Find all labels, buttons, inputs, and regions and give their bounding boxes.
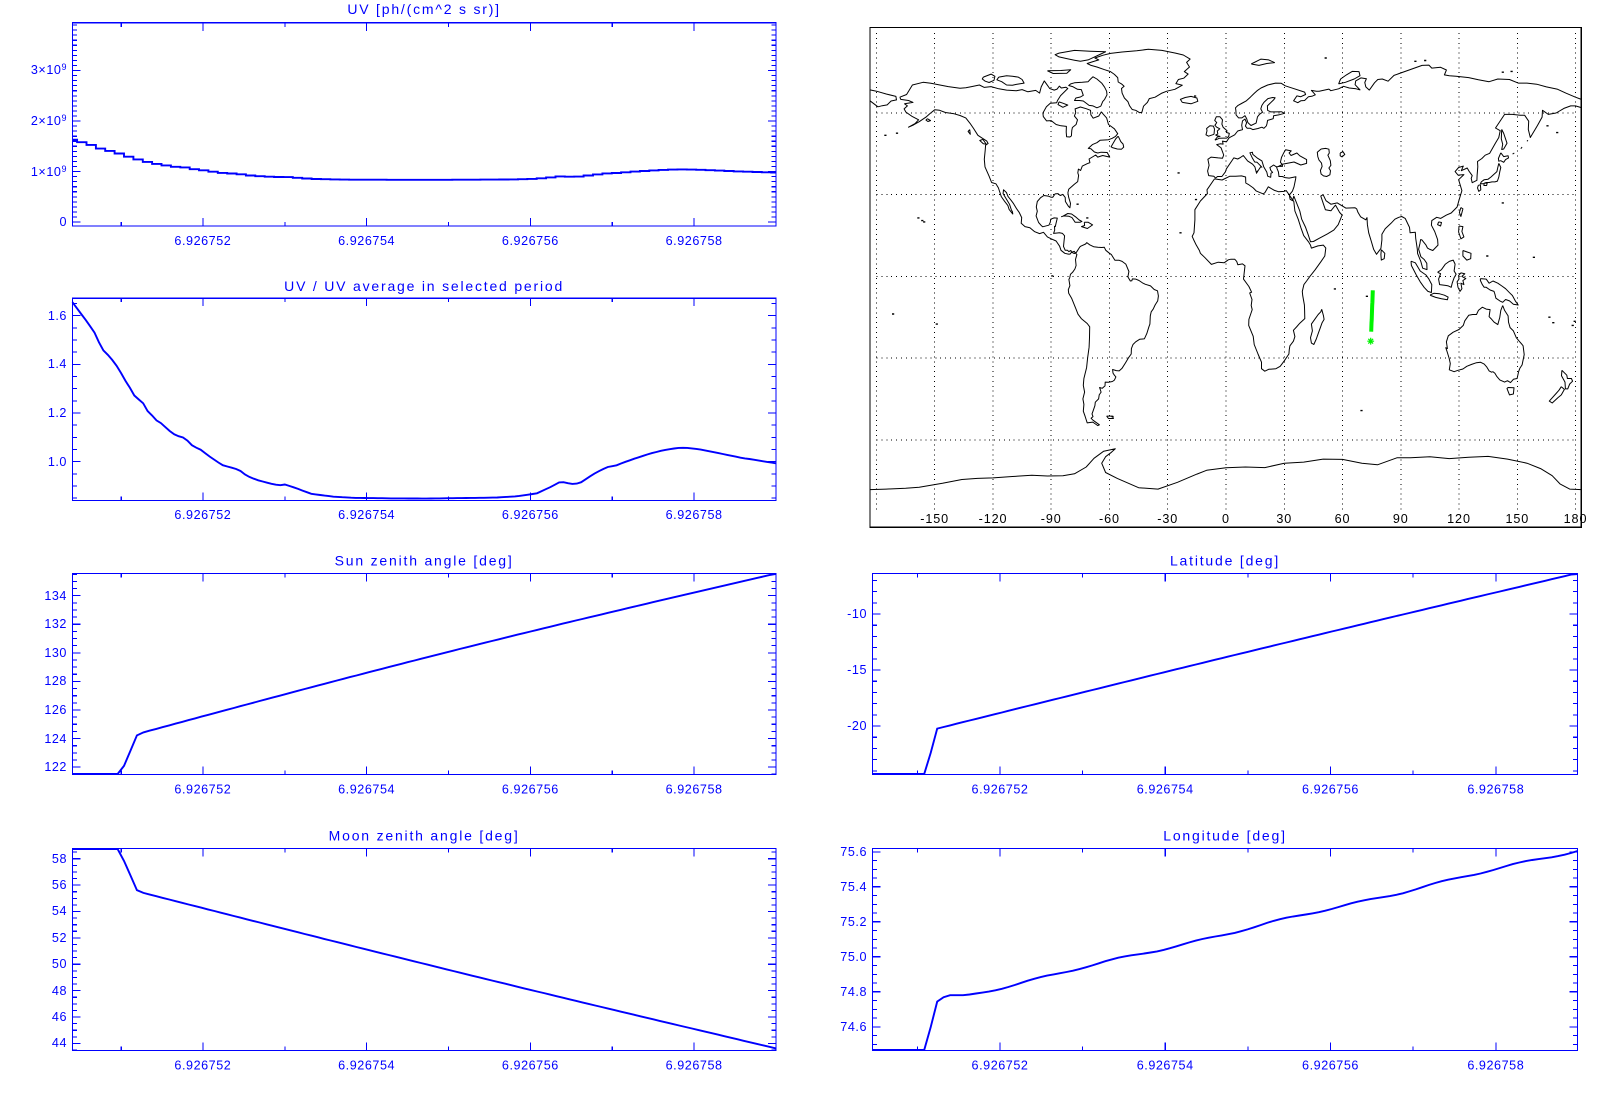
svg-text:-120: -120 [979, 512, 1008, 526]
svg-text:0: 0 [1222, 512, 1230, 526]
svg-text:56: 56 [52, 878, 67, 892]
svg-text:180: 180 [1564, 512, 1588, 526]
svg-text:6.926754: 6.926754 [338, 234, 395, 248]
svg-text:2×109: 2×109 [31, 113, 67, 128]
svg-text:48: 48 [52, 984, 67, 998]
svg-text:124: 124 [44, 732, 67, 746]
svg-text:6.926754: 6.926754 [338, 508, 395, 522]
svg-text:6.926758: 6.926758 [666, 508, 723, 522]
svg-text:6.926758: 6.926758 [1467, 782, 1524, 796]
svg-text:-20: -20 [847, 719, 867, 733]
svg-text:74.6: 74.6 [840, 1020, 867, 1034]
svg-text:6.926752: 6.926752 [174, 234, 231, 248]
svg-text:-90: -90 [1041, 512, 1062, 526]
svg-text:6.926756: 6.926756 [502, 234, 559, 248]
svg-text:UV [ph/(cm^2 s sr)]: UV [ph/(cm^2 s sr)] [347, 1, 501, 17]
svg-text:3×109: 3×109 [31, 62, 67, 77]
svg-text:6.926756: 6.926756 [502, 1058, 559, 1072]
svg-text:75.4: 75.4 [840, 880, 867, 894]
svg-text:6.926758: 6.926758 [666, 1058, 723, 1072]
svg-text:0: 0 [59, 215, 67, 229]
svg-text:6.926752: 6.926752 [972, 1058, 1029, 1072]
svg-text:6.926758: 6.926758 [1467, 1058, 1524, 1072]
svg-text:1.6: 1.6 [48, 309, 67, 323]
svg-text:6.926752: 6.926752 [174, 508, 231, 522]
svg-text:Latitude [deg]: Latitude [deg] [1170, 553, 1280, 569]
svg-text:90: 90 [1393, 512, 1409, 526]
svg-text:126: 126 [44, 703, 67, 717]
svg-text:6.926756: 6.926756 [502, 782, 559, 796]
svg-text:6.926754: 6.926754 [1137, 782, 1194, 796]
svg-text:132: 132 [44, 617, 67, 631]
svg-text:-15: -15 [847, 663, 867, 677]
svg-text:Sun zenith angle [deg]: Sun zenith angle [deg] [335, 553, 514, 569]
svg-text:-30: -30 [1157, 512, 1178, 526]
svg-text:6.926752: 6.926752 [174, 782, 231, 796]
svg-text:74.8: 74.8 [840, 985, 867, 999]
svg-text:1.0: 1.0 [48, 455, 67, 469]
svg-text:1.2: 1.2 [48, 406, 67, 420]
svg-text:44: 44 [52, 1036, 67, 1050]
svg-text:50: 50 [52, 957, 67, 971]
svg-text:6.926756: 6.926756 [1302, 1058, 1359, 1072]
svg-text:6.926752: 6.926752 [972, 782, 1029, 796]
svg-text:75.0: 75.0 [840, 950, 867, 964]
svg-text:46: 46 [52, 1010, 67, 1024]
svg-text:-60: -60 [1099, 512, 1120, 526]
svg-text:1×109: 1×109 [31, 164, 67, 179]
svg-text:30: 30 [1276, 512, 1292, 526]
svg-text:6.926754: 6.926754 [338, 782, 395, 796]
svg-text:58: 58 [52, 852, 67, 866]
svg-text:6.926752: 6.926752 [174, 1058, 231, 1072]
svg-text:120: 120 [1447, 512, 1471, 526]
svg-text:150: 150 [1505, 512, 1529, 526]
svg-text:6.926758: 6.926758 [666, 234, 723, 248]
svg-text:75.6: 75.6 [840, 845, 867, 859]
svg-text:1.4: 1.4 [48, 357, 67, 371]
svg-text:52: 52 [52, 931, 67, 945]
svg-text:54: 54 [52, 904, 67, 918]
svg-text:128: 128 [44, 674, 67, 688]
svg-text:6.926754: 6.926754 [1137, 1058, 1194, 1072]
svg-text:122: 122 [44, 760, 67, 774]
svg-text:-10: -10 [847, 607, 867, 621]
svg-text:6.926756: 6.926756 [1302, 782, 1359, 796]
svg-text:6.926754: 6.926754 [338, 1058, 395, 1072]
svg-text:6.926756: 6.926756 [502, 508, 559, 522]
svg-text:UV / UV average in selected pe: UV / UV average in selected period [284, 278, 564, 294]
svg-text:60: 60 [1335, 512, 1351, 526]
svg-text:Moon zenith angle [deg]: Moon zenith angle [deg] [329, 828, 520, 844]
svg-text:130: 130 [44, 646, 67, 660]
svg-text:134: 134 [44, 589, 67, 603]
svg-text:6.926758: 6.926758 [666, 782, 723, 796]
svg-text:75.2: 75.2 [840, 915, 867, 929]
svg-text:Longitude [deg]: Longitude [deg] [1163, 828, 1287, 844]
svg-text:-150: -150 [920, 512, 949, 526]
